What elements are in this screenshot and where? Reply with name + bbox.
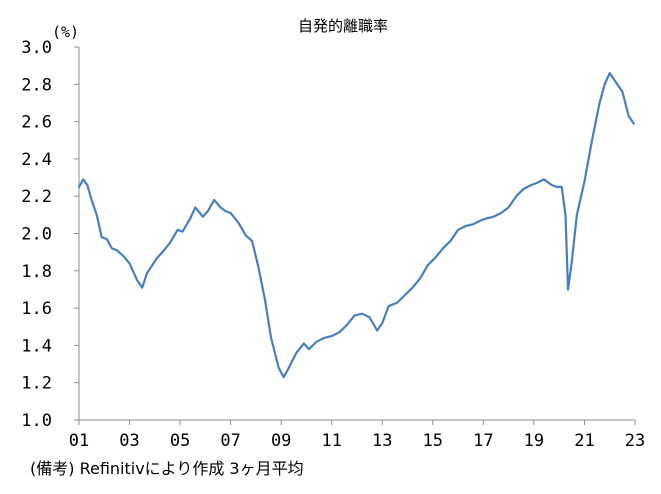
y-tick-label: 2.8 xyxy=(21,75,52,95)
x-axis-ticks: 01 03 05 07 09 11 13 15 17 19 21 23 xyxy=(69,420,645,451)
y-tick-label: 1.6 xyxy=(21,299,52,319)
x-tick-label: 19 xyxy=(524,431,544,451)
y-axis-unit-label: (%) xyxy=(52,23,79,41)
x-tick-label: 11 xyxy=(321,431,341,451)
y-tick-label: 1.2 xyxy=(21,374,52,394)
x-tick-label: 21 xyxy=(574,431,594,451)
chart-title: 自発的離職率 xyxy=(298,17,388,35)
y-tick-label: 2.0 xyxy=(21,225,52,245)
y-tick-label: 3.0 xyxy=(21,38,52,58)
y-tick-label: 1.0 xyxy=(21,411,52,431)
series-line xyxy=(77,71,635,379)
x-tick-label: 03 xyxy=(119,431,139,451)
source-footnote: (備考) Refinitivにより作成 3ヶ月平均 xyxy=(30,459,304,478)
series-group xyxy=(77,71,635,379)
x-tick-label: 07 xyxy=(220,431,240,451)
y-tick-label: 1.4 xyxy=(21,336,52,356)
x-tick-label: 05 xyxy=(170,431,190,451)
y-tick-label: 2.2 xyxy=(21,187,52,207)
x-tick-label: 13 xyxy=(372,431,392,451)
y-tick-label: 2.4 xyxy=(21,150,52,170)
x-tick-label: 17 xyxy=(473,431,493,451)
y-axis-ticks: 1.0 1.2 1.4 1.6 1.8 2.0 2.2 2.4 2.6 2.8 3.0 xyxy=(21,38,79,431)
y-tick-label: 1.8 xyxy=(21,262,52,282)
x-tick-label: 09 xyxy=(271,431,291,451)
x-tick-label: 01 xyxy=(69,431,89,451)
y-tick-label: 2.6 xyxy=(21,113,52,133)
x-tick-label: 23 xyxy=(625,431,645,451)
x-tick-label: 15 xyxy=(423,431,443,451)
